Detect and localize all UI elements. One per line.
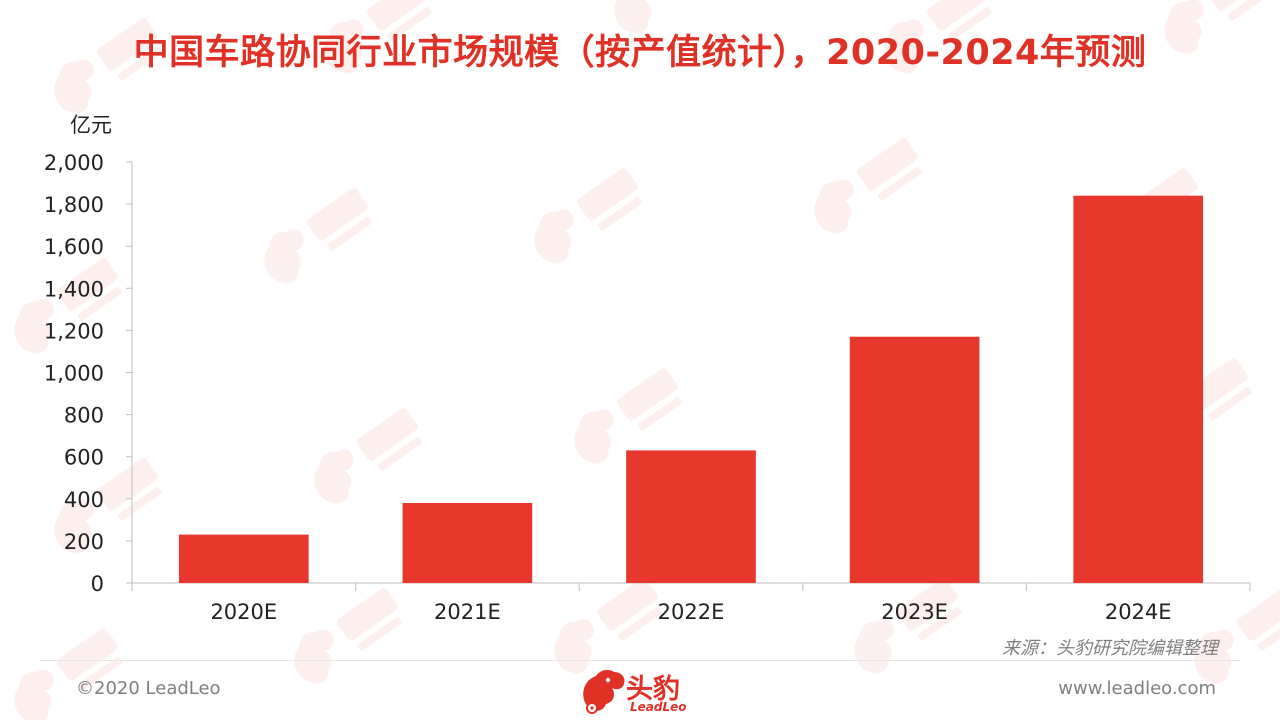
brand-name-en: LeadLeo xyxy=(630,700,687,714)
leopard-head-icon xyxy=(583,669,625,714)
bar-2021e xyxy=(402,503,533,583)
website-text: www.leadleo.com xyxy=(1058,678,1216,699)
copyright-text: ©2020 LeadLeo xyxy=(76,678,221,699)
y-tick-label: 400 xyxy=(64,488,104,512)
x-tick-label: 2024E xyxy=(1105,600,1172,624)
bar-chart: 亿元 0 200 400 600 800 1,000 1,200 1,400 1,600 1,800… xyxy=(44,113,1251,624)
y-axis-label: 亿元 xyxy=(70,113,112,137)
x-tick-label: 2020E xyxy=(210,600,277,624)
y-tick-label: 1,200 xyxy=(44,319,104,343)
x-tick-label: 2022E xyxy=(658,600,725,624)
y-tick-label: 2,000 xyxy=(44,151,104,175)
bar-2024e xyxy=(1073,195,1204,583)
y-tick-label: 1,400 xyxy=(44,277,104,301)
bar-2020e xyxy=(178,534,309,583)
y-tick-label: 600 xyxy=(64,446,104,470)
x-tick-label: 2023E xyxy=(881,600,948,624)
watermark-leopard-icon xyxy=(14,669,54,720)
source-note: 来源：头豹研究院编辑整理 xyxy=(1002,638,1218,659)
y-tick-label: 200 xyxy=(64,530,104,554)
y-tick-label: 1,000 xyxy=(44,362,104,386)
y-tick-label: 0 xyxy=(91,572,104,596)
bar-2023e xyxy=(849,336,980,583)
footer-divider xyxy=(40,660,1240,661)
brand-logo: 头豹 LeadLeo xyxy=(578,664,704,718)
y-tick-label: 800 xyxy=(64,404,104,428)
bar-2022e xyxy=(626,450,756,583)
y-tick-label: 1,800 xyxy=(44,193,104,217)
x-tick-label: 2021E xyxy=(434,600,501,624)
brand-name-cn: 头豹 xyxy=(626,674,680,705)
y-tick-label: 1,600 xyxy=(44,235,104,259)
chart-title: 中国车路协同行业市场规模（按产值统计），2020-2024年预测 xyxy=(133,33,1147,73)
